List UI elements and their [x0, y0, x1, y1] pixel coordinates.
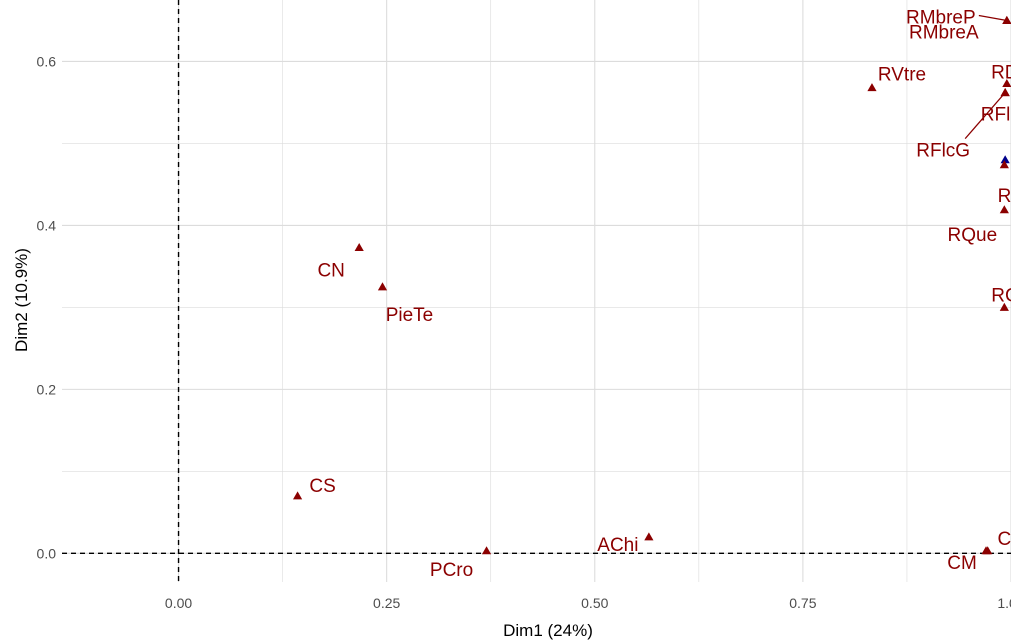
point-labels: RMbrePRMbreARVtreRDosRFlcDRFlcGTGRTeRQue… [309, 7, 1011, 580]
point-marker-tg [1000, 155, 1010, 164]
point-label-rmbrea: RMbreA [909, 22, 979, 43]
point-label-cm: CM [947, 553, 977, 574]
point-marker-rdos [1002, 79, 1011, 88]
point-label-achi: AChi [597, 535, 638, 556]
x-tick-label: 0.75 [789, 595, 816, 611]
point-marker-rvtre [867, 83, 877, 92]
y-tick-label: 0.4 [37, 217, 57, 233]
point-label-rdos: RDos [991, 63, 1011, 84]
point-marker-piete [377, 282, 388, 291]
point-label-rque: RQue [948, 225, 998, 246]
point-label-rchi: RChi [991, 285, 1011, 306]
x-tick-label: 0.00 [165, 595, 192, 611]
point-label-rte: RTe [998, 186, 1011, 207]
point-label-rflcg: RFlcG [916, 141, 970, 162]
point-marker-cm [981, 546, 991, 555]
point-label-rvtre: RVtre [878, 65, 926, 86]
data-points [292, 15, 1011, 555]
point-label-cs: CS [309, 476, 335, 497]
label-leader-lines [964, 14, 1007, 140]
y-axis-title: Dim2 (10.9%) [12, 248, 31, 352]
point-label-pcro: PCro [430, 560, 473, 581]
leader-line-rmbrep [978, 14, 1007, 22]
point-marker-cn [354, 242, 364, 252]
x-tick-label: 1.00 [997, 595, 1011, 611]
reference-lines [62, 0, 1011, 582]
point-label-cp: CP [997, 529, 1011, 550]
point-marker-rmbrea [1002, 15, 1011, 24]
x-tick-label: 0.50 [581, 595, 608, 611]
y-tick-label: 0.6 [37, 53, 57, 69]
point-label-rmbrep: RMbreP [906, 7, 976, 28]
x-tick-label: 0.25 [373, 595, 400, 611]
tick-labels: 0.00 0.25 0.50 0.75 1.00 0.0 0.2 0.4 0.6 [37, 53, 1011, 611]
point-marker-rflcg [1000, 88, 1010, 97]
point-label-rflcd: RFlcD [981, 105, 1011, 126]
leader-line-rflcg [964, 92, 1006, 140]
point-marker-rque [999, 205, 1009, 214]
point-marker-achi [644, 532, 654, 541]
point-label-cn: CN [317, 261, 344, 282]
point-marker-rte [999, 160, 1009, 169]
y-tick-label: 0.0 [37, 545, 57, 561]
grid-lines [62, 0, 1011, 582]
point-label-piete: PieTe [386, 305, 434, 326]
y-tick-label: 0.2 [37, 381, 57, 397]
x-axis-title: Dim1 (24%) [503, 621, 593, 640]
point-marker-pcro [481, 546, 492, 555]
point-marker-cs [292, 491, 303, 500]
point-marker-rchi [999, 302, 1009, 311]
